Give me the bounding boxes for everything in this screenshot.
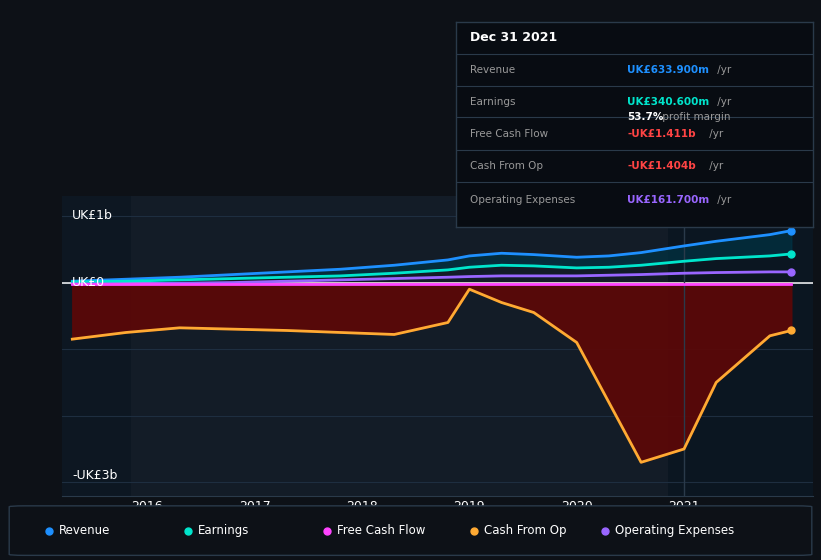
Bar: [62, 196, 131, 496]
FancyBboxPatch shape: [9, 506, 812, 556]
Text: UK£340.600m: UK£340.600m: [627, 97, 709, 107]
Text: UK£1b: UK£1b: [72, 209, 113, 222]
Text: /yr: /yr: [713, 97, 731, 107]
Text: Revenue: Revenue: [59, 524, 111, 537]
Text: -UK£3b: -UK£3b: [72, 469, 117, 482]
Text: /yr: /yr: [706, 161, 723, 171]
Bar: [668, 196, 813, 496]
Text: Operating Expenses: Operating Expenses: [615, 524, 734, 537]
Text: Cash From Op: Cash From Op: [484, 524, 566, 537]
Text: Free Cash Flow: Free Cash Flow: [337, 524, 425, 537]
Text: Earnings: Earnings: [470, 97, 516, 107]
Text: UK£633.900m: UK£633.900m: [627, 66, 709, 76]
Text: Free Cash Flow: Free Cash Flow: [470, 129, 548, 139]
Text: 53.7%: 53.7%: [627, 113, 663, 123]
Text: UK£161.700m: UK£161.700m: [627, 195, 709, 205]
Text: -UK£1.404b: -UK£1.404b: [627, 161, 696, 171]
Text: Revenue: Revenue: [470, 66, 515, 76]
Text: UK£0: UK£0: [72, 276, 105, 289]
Text: /yr: /yr: [706, 129, 723, 139]
Text: /yr: /yr: [713, 66, 731, 76]
Text: Earnings: Earnings: [199, 524, 250, 537]
Text: /yr: /yr: [713, 195, 731, 205]
Text: Cash From Op: Cash From Op: [470, 161, 543, 171]
Text: Operating Expenses: Operating Expenses: [470, 195, 576, 205]
Text: -UK£1.411b: -UK£1.411b: [627, 129, 695, 139]
Text: Dec 31 2021: Dec 31 2021: [470, 31, 557, 44]
Text: profit margin: profit margin: [659, 113, 731, 123]
